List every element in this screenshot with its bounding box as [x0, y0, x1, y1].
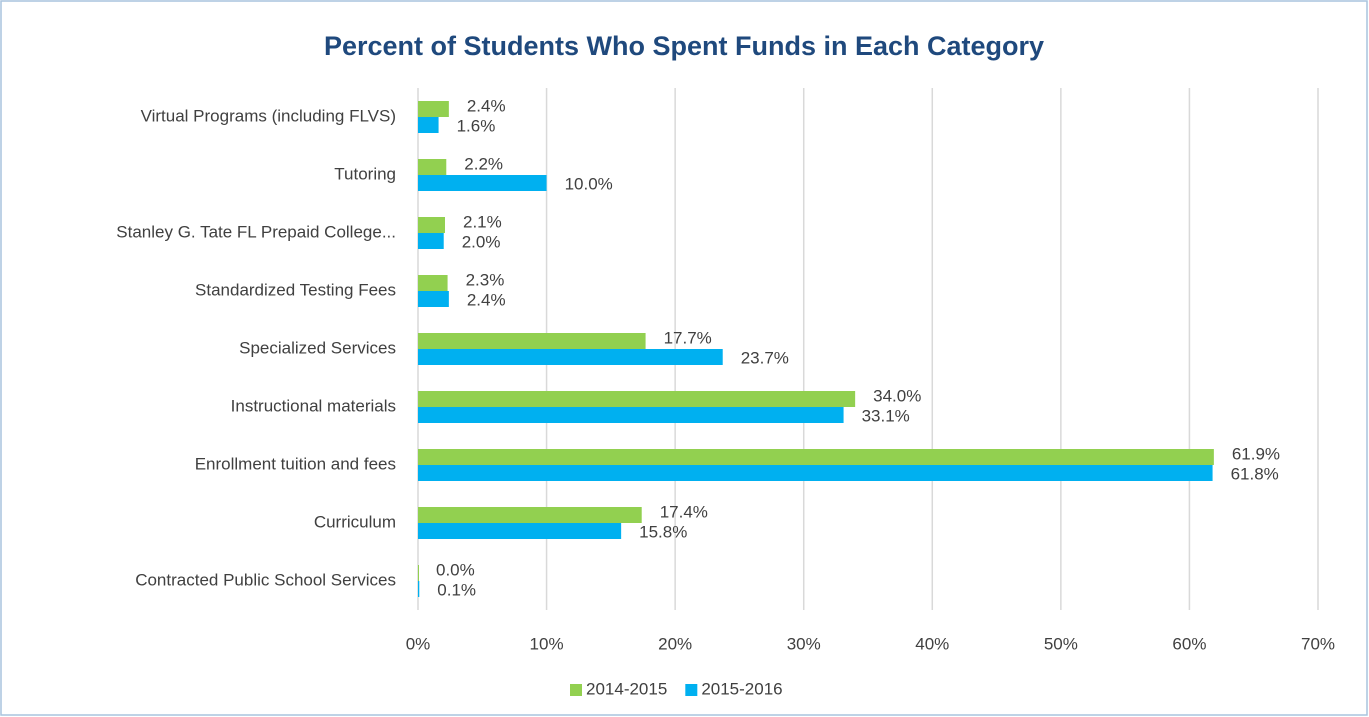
value-label: 61.9% — [1232, 444, 1280, 463]
value-label: 0.1% — [437, 580, 476, 599]
value-label: 15.8% — [639, 522, 687, 541]
chart-title: Percent of Students Who Spent Funds in E… — [324, 31, 1044, 61]
value-label: 61.8% — [1231, 464, 1279, 483]
y-tick-label: Tutoring — [334, 164, 396, 183]
y-tick-label: Curriculum — [314, 512, 396, 531]
bar — [418, 101, 449, 117]
y-tick-label: Stanley G. Tate FL Prepaid College... — [116, 222, 396, 241]
x-tick-label: 70% — [1301, 634, 1335, 653]
y-tick-label: Specialized Services — [239, 338, 396, 357]
y-tick-label: Contracted Public School Services — [135, 570, 396, 589]
bar — [418, 275, 448, 291]
bar — [418, 565, 419, 581]
bar — [418, 407, 844, 423]
bar — [418, 233, 444, 249]
bar — [418, 349, 723, 365]
value-label: 33.1% — [862, 406, 910, 425]
y-tick-label: Standardized Testing Fees — [195, 280, 396, 299]
value-label: 2.0% — [462, 232, 501, 251]
value-label: 2.3% — [466, 270, 505, 289]
bar — [418, 449, 1214, 465]
bar — [418, 507, 642, 523]
bar — [418, 175, 547, 191]
bar — [418, 391, 856, 407]
legend-swatch — [570, 684, 582, 696]
x-tick-label: 20% — [658, 634, 692, 653]
legend-swatch — [685, 684, 698, 696]
value-label: 17.4% — [660, 502, 708, 521]
x-tick-label: 50% — [1044, 634, 1078, 653]
x-tick-label: 40% — [915, 634, 949, 653]
value-label: 2.4% — [467, 290, 506, 309]
x-tick-label: 60% — [1172, 634, 1206, 653]
legend-label: 2014-2015 — [586, 679, 667, 698]
value-label: 1.6% — [457, 116, 496, 135]
bar — [418, 465, 1213, 481]
y-tick-label: Enrollment tuition and fees — [195, 454, 396, 473]
bar — [418, 333, 646, 349]
value-label: 2.1% — [463, 212, 502, 231]
bar — [418, 523, 622, 539]
bar — [418, 217, 445, 233]
value-label: 2.4% — [467, 96, 506, 115]
value-label: 17.7% — [664, 328, 712, 347]
value-label: 0.0% — [436, 560, 475, 579]
value-label: 23.7% — [741, 348, 789, 367]
x-tick-label: 30% — [787, 634, 821, 653]
bar — [418, 117, 439, 133]
y-tick-label: Instructional materials — [231, 396, 396, 415]
x-tick-label: 10% — [530, 634, 564, 653]
legend-label: 2015-2016 — [701, 679, 782, 698]
value-label: 34.0% — [873, 386, 921, 405]
bar — [418, 581, 420, 597]
x-tick-label: 0% — [406, 634, 431, 653]
value-label: 2.2% — [464, 154, 503, 173]
bar — [418, 159, 447, 175]
value-label: 10.0% — [565, 174, 613, 193]
bar — [418, 291, 449, 307]
y-tick-label: Virtual Programs (including FLVS) — [141, 106, 396, 125]
